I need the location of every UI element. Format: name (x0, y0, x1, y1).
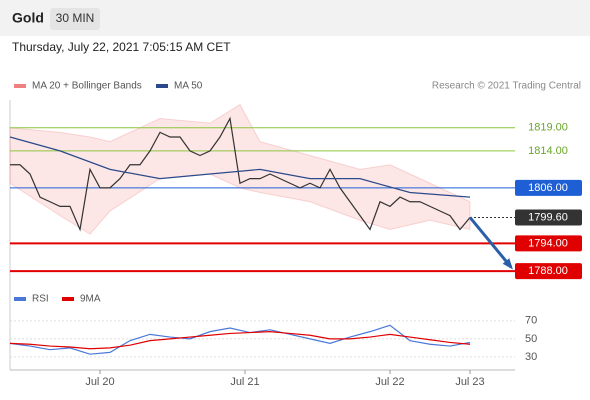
y-tick-label: 50 (525, 333, 537, 345)
x-tick-label: Jul 22 (375, 376, 404, 388)
y-tick-label: 30 (525, 351, 537, 363)
series-line (9, 331, 471, 350)
level-label: 1819.00 (528, 122, 568, 134)
bollinger-band (9, 103, 471, 235)
level-label: 1806.00 (528, 182, 568, 194)
datetime: Thursday, July 22, 2021 7:05:15 AM CET (12, 40, 231, 54)
legend-label: MA 50 (174, 81, 203, 92)
level-label: 1788.00 (528, 265, 568, 277)
series-line (9, 136, 471, 198)
legend-swatch (14, 84, 26, 88)
x-tick-label: Jul 23 (455, 376, 484, 388)
legend-label: RSI (32, 294, 49, 305)
level-tag (515, 209, 582, 226)
legend-label: MA 20 + Bollinger Bands (32, 81, 142, 92)
level-tag (515, 179, 582, 196)
level-label: 1814.00 (528, 145, 568, 157)
level-tag (515, 263, 582, 280)
x-tick-label: Jul 21 (230, 376, 259, 388)
forecast-arrowhead (502, 258, 513, 270)
level-label: 1799.60 (528, 211, 568, 223)
legend-swatch (14, 297, 26, 301)
legend-swatch (62, 297, 74, 301)
legend-label: 9MA (80, 294, 101, 305)
title: Gold (12, 10, 44, 26)
forecast-arrow (468, 216, 513, 269)
y-tick-label: 70 (525, 315, 537, 327)
legend-swatch (156, 84, 168, 88)
series-line (9, 324, 471, 355)
timeframe[interactable]: 30 MIN (56, 11, 95, 25)
level-label: 1794.00 (528, 237, 568, 249)
x-tick-label: Jul 20 (85, 376, 114, 388)
credit: Research © 2021 Trading Central (432, 81, 581, 92)
timeframe-pill[interactable] (50, 8, 100, 30)
series-line (10, 116, 471, 232)
level-tag (515, 235, 582, 252)
